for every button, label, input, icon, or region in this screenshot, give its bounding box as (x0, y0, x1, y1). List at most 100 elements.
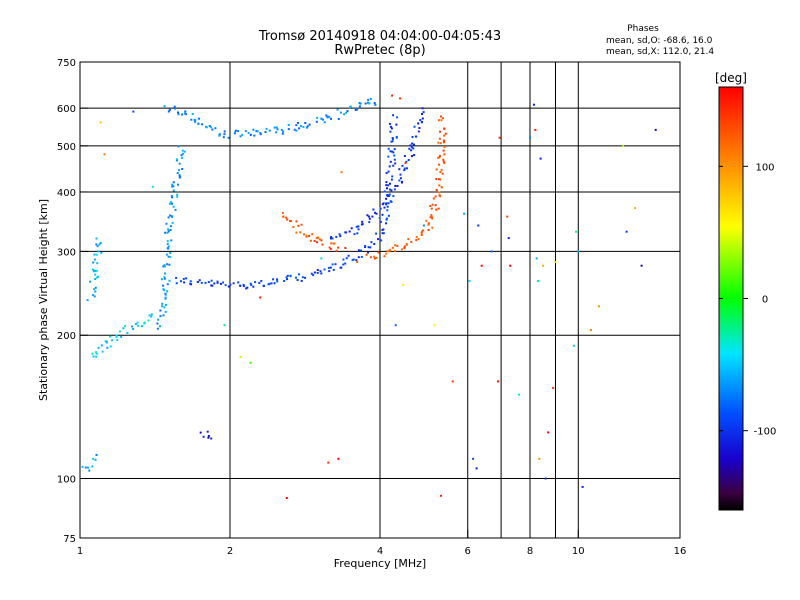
data-point (392, 151, 395, 154)
data-point (289, 274, 292, 277)
data-point (285, 497, 288, 499)
data-point (206, 430, 209, 433)
data-point (312, 274, 315, 277)
grid-lines (80, 62, 680, 538)
data-point (410, 146, 413, 149)
data-point (94, 269, 97, 272)
data-point (367, 98, 370, 101)
data-point (355, 225, 358, 228)
data-point (355, 109, 358, 111)
data-point (386, 194, 389, 197)
data-point (141, 325, 143, 328)
data-point (547, 431, 550, 434)
data-point (170, 195, 173, 197)
data-point (320, 117, 323, 120)
data-point (296, 279, 299, 281)
data-point (348, 230, 351, 233)
data-point (357, 249, 360, 252)
data-point (166, 283, 169, 286)
data-point (330, 242, 333, 245)
data-point (391, 138, 394, 141)
data-point (249, 361, 252, 364)
data-point (394, 184, 397, 187)
y-tick-label: 400 (57, 188, 76, 199)
data-point (365, 253, 368, 256)
data-point (165, 222, 168, 225)
data-point (246, 286, 249, 289)
data-point (442, 158, 445, 161)
data-point (167, 245, 170, 248)
data-point (330, 117, 332, 120)
data-point (171, 202, 173, 205)
data-point (535, 257, 538, 260)
data-point (239, 135, 242, 138)
data-point (232, 282, 235, 285)
data-point (529, 136, 531, 139)
data-point (394, 162, 397, 165)
data-point (385, 181, 388, 184)
data-point (94, 278, 97, 280)
data-point (403, 247, 406, 249)
data-point (577, 250, 580, 253)
data-point (391, 94, 394, 97)
data-point (375, 212, 378, 215)
data-point (517, 393, 520, 396)
data-point (289, 220, 291, 222)
data-point (295, 231, 298, 234)
data-point (295, 276, 297, 279)
data-point (100, 252, 103, 254)
data-point (252, 128, 255, 131)
x-tick-label: 6 (465, 546, 471, 557)
data-point (443, 161, 446, 164)
data-point (216, 280, 219, 283)
data-point (388, 248, 391, 251)
data-point (427, 222, 430, 225)
data-point (403, 245, 406, 248)
data-point (390, 127, 393, 130)
data-point (163, 265, 166, 268)
data-point (468, 280, 471, 282)
data-point (403, 169, 406, 172)
data-point (218, 134, 221, 137)
data-point (506, 215, 509, 218)
data-point (373, 243, 376, 245)
data-point (290, 220, 293, 222)
data-point (255, 130, 258, 132)
data-point (99, 121, 102, 124)
data-point (298, 127, 301, 130)
data-point (208, 125, 211, 127)
data-point (168, 279, 171, 282)
data-point (166, 243, 169, 245)
data-point (171, 221, 174, 224)
data-point (120, 335, 123, 338)
data-point (320, 272, 323, 275)
data-point (93, 253, 96, 256)
data-point (431, 217, 434, 220)
data-point (344, 247, 347, 249)
data-point (308, 235, 311, 237)
data-point (394, 324, 397, 327)
data-point (162, 314, 165, 317)
data-point (438, 154, 441, 157)
data-point (399, 173, 402, 176)
data-point (402, 284, 405, 286)
phases-o-stats: mean, sd,O: -68.6, 16.0 (606, 36, 713, 46)
data-point (304, 276, 307, 279)
data-point (272, 278, 275, 281)
data-point (281, 211, 284, 214)
data-point (425, 219, 428, 222)
data-point (422, 229, 425, 232)
data-point (166, 263, 169, 266)
data-point (439, 115, 442, 118)
data-point (439, 142, 442, 145)
data-point (439, 195, 442, 198)
data-point (435, 189, 438, 191)
data-point (94, 458, 97, 461)
data-point (387, 170, 390, 173)
data-point (399, 97, 402, 100)
data-point (427, 223, 430, 226)
data-point (358, 102, 361, 105)
data-point (177, 145, 180, 148)
data-point (95, 355, 98, 358)
data-point (242, 283, 245, 286)
